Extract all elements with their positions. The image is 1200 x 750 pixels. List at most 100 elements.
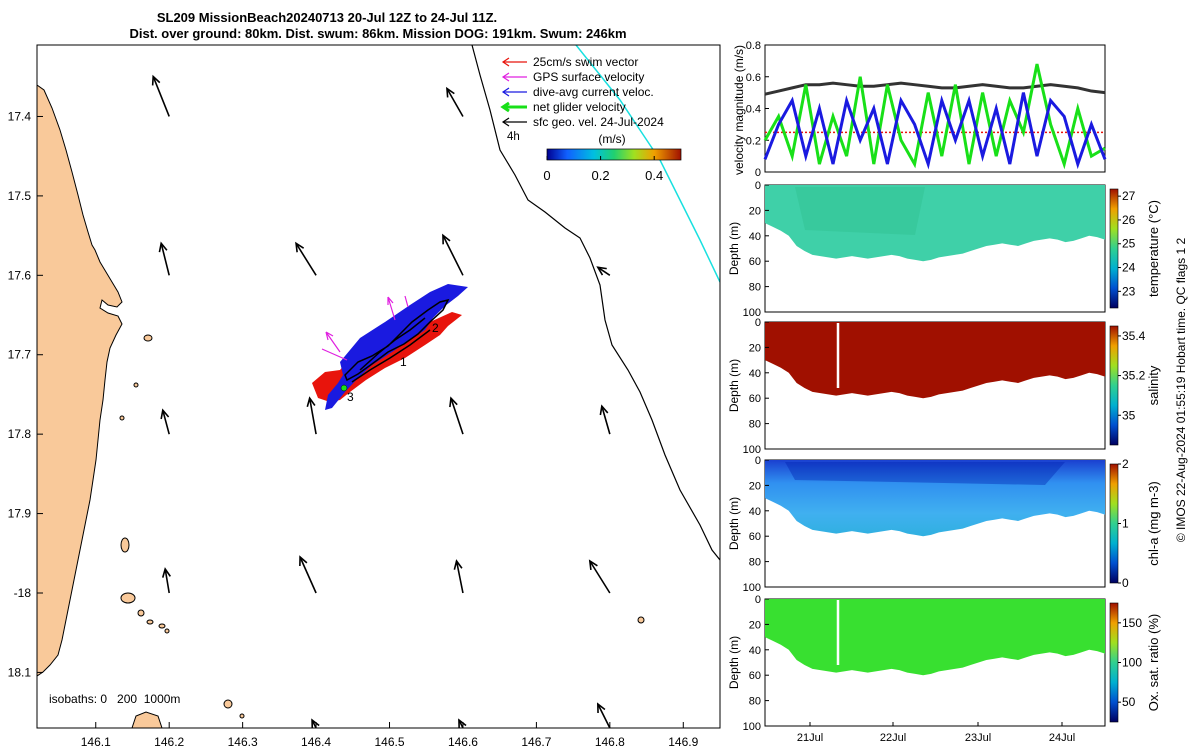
colorbar-label: (m/s) <box>598 132 625 146</box>
map-x-tick-label: 146.1 <box>81 735 111 749</box>
section-colorbar-tick-label: 26 <box>1122 213 1136 227</box>
legend-entry: dive-avg current veloc. <box>501 85 654 99</box>
isobath-cyan <box>575 45 720 283</box>
section-y-tick-label: 20 <box>749 480 761 492</box>
geo-velocity-arrow <box>442 233 464 276</box>
oxygen-section: 0 20 40 60 80 100 Depth (m) 150 100 50 Ox. sat. ra… <box>727 594 1161 733</box>
legend-label: dive-avg current veloc. <box>533 85 654 99</box>
velocity-y-tick-label: 0.8 <box>746 40 761 52</box>
section-colorbar-tick-label: 50 <box>1122 695 1136 709</box>
geo-velocity-arrow <box>596 266 611 276</box>
island <box>164 628 170 634</box>
section-colorbar-label: Ox. sat. ratio (%) <box>1146 614 1161 712</box>
section-colorbar-tick-label: 25 <box>1122 237 1136 251</box>
chlorophyll-section: 0 20 40 60 80 100 Depth (m) 2 1 0 chl-a (mg m-3) <box>727 455 1161 594</box>
temperature-section: 0 20 40 60 80 100 Depth (m) 27 26 25 24 23 temperatu… <box>727 180 1161 319</box>
speed-colorbar-ticks: 0 0.2 0.4 <box>543 156 663 183</box>
section-y-tick-label: 60 <box>749 670 761 682</box>
track-label-3: 3 <box>347 390 354 404</box>
geo-velocity-arrow <box>311 718 320 728</box>
island <box>137 609 145 617</box>
section-y-tick-label: 0 <box>755 180 761 192</box>
colorbar-tick-label: 0.4 <box>645 168 663 183</box>
geo-velocity-arrow <box>453 559 464 594</box>
section-y-tick-label: 60 <box>749 531 761 543</box>
section-warm-patch <box>795 187 925 235</box>
section-y-tick-label: 40 <box>749 645 761 657</box>
map-y-tick-label: 17.6 <box>8 268 32 282</box>
island <box>223 699 233 709</box>
section-y-tick-label: 100 <box>743 582 761 594</box>
geo-velocity-arrow <box>158 241 170 276</box>
net-velocity-marker <box>340 384 348 392</box>
track-label-1: 1 <box>400 355 407 369</box>
isobath-200m <box>471 45 720 561</box>
colorbar-tick-label: 0.2 <box>592 168 610 183</box>
map-y-tick-label: 18.1 <box>8 665 32 679</box>
legend-entry: net glider velocity <box>500 100 626 114</box>
map-y-tick-label: 17.7 <box>8 348 32 362</box>
time-tick-label: 22Jul <box>880 732 906 744</box>
map-x-tick-label: 146.4 <box>301 735 331 749</box>
legend-note: 4h <box>507 131 520 143</box>
section-ylabel: Depth (m) <box>727 222 741 275</box>
velocity-y-tick-label: 0.4 <box>746 104 761 116</box>
section-data-field <box>765 322 1105 399</box>
section-low-chl-patch <box>785 462 1065 485</box>
legend-entry: GPS surface velocity <box>501 70 644 84</box>
title-line-1: SL209 MissionBeach20240713 20-Jul 12Z to… <box>157 10 497 25</box>
geo-velocity-arrow <box>160 408 170 435</box>
salinity-section: 0 20 40 60 80 100 Depth (m) 35.4 35.2 35 salinity <box>727 317 1161 456</box>
map-x-tick-label: 146.2 <box>154 735 184 749</box>
velocity-y-tick-label: 0.2 <box>746 135 761 147</box>
time-tick-label: 21Jul <box>797 732 823 744</box>
section-y-tick-label: 60 <box>749 393 761 405</box>
island <box>637 616 645 624</box>
isobaths-label: isobaths: 0 200 1000m <box>49 692 180 706</box>
section-y-tick-label: 20 <box>749 342 761 354</box>
geo-velocity-arrow <box>449 396 464 435</box>
section-data-field <box>765 460 1105 537</box>
geo-velocity-arrow <box>161 567 171 594</box>
geo-velocity-arrow <box>295 241 317 276</box>
velocity-series-0 <box>764 81 1106 96</box>
section-y-tick-label: 20 <box>749 205 761 217</box>
island <box>131 711 163 728</box>
velocity-lines <box>763 63 1107 170</box>
map-y-tick-label: 17.8 <box>8 427 32 441</box>
map-x-tick-label: 146.9 <box>668 735 698 749</box>
geo-arrow-layer <box>151 74 611 728</box>
island <box>146 619 154 625</box>
section-colorbar-tick-label: 23 <box>1122 284 1136 298</box>
section-colorbar <box>1109 463 1119 584</box>
island <box>133 382 139 388</box>
section-colorbar-label: temperature (°C) <box>1146 200 1161 297</box>
section-colorbar <box>1109 188 1119 309</box>
coastline-land <box>37 84 123 677</box>
velocity-y-tick-label: 0.6 <box>746 72 761 84</box>
section-y-tick-label: 40 <box>749 506 761 518</box>
map-x-tick-label: 146.5 <box>375 735 405 749</box>
section-y-tick-label: 80 <box>749 282 761 294</box>
map-frame <box>36 44 721 729</box>
map-x-tick-label: 146.7 <box>521 735 551 749</box>
section-y-tick-label: 100 <box>743 721 761 733</box>
time-tick-label: 23Jul <box>965 732 991 744</box>
time-tick-label: 24Jul <box>1049 732 1075 744</box>
time-axis: 21Jul 22Jul 23Jul 24Jul <box>797 722 1075 744</box>
legend-entry: 25cm/s swim vector <box>501 55 638 69</box>
legend-entry: sfc geo. vel. 24-Jul-2024 <box>501 115 664 129</box>
section-y-tick-label: 80 <box>749 419 761 431</box>
section-colorbar-label: chl-a (mg m-3) <box>1146 481 1161 566</box>
section-colorbar-tick-label: 35 <box>1122 408 1136 422</box>
island <box>120 592 136 604</box>
legend-label: net glider velocity <box>533 100 626 114</box>
title-line-2: Dist. over ground: 80km. Dist. swum: 86k… <box>129 26 626 41</box>
geo-velocity-arrow <box>446 86 464 117</box>
speed-colorbar <box>546 148 682 161</box>
map-y-tick-label: 17.5 <box>8 189 32 203</box>
island <box>239 713 245 719</box>
